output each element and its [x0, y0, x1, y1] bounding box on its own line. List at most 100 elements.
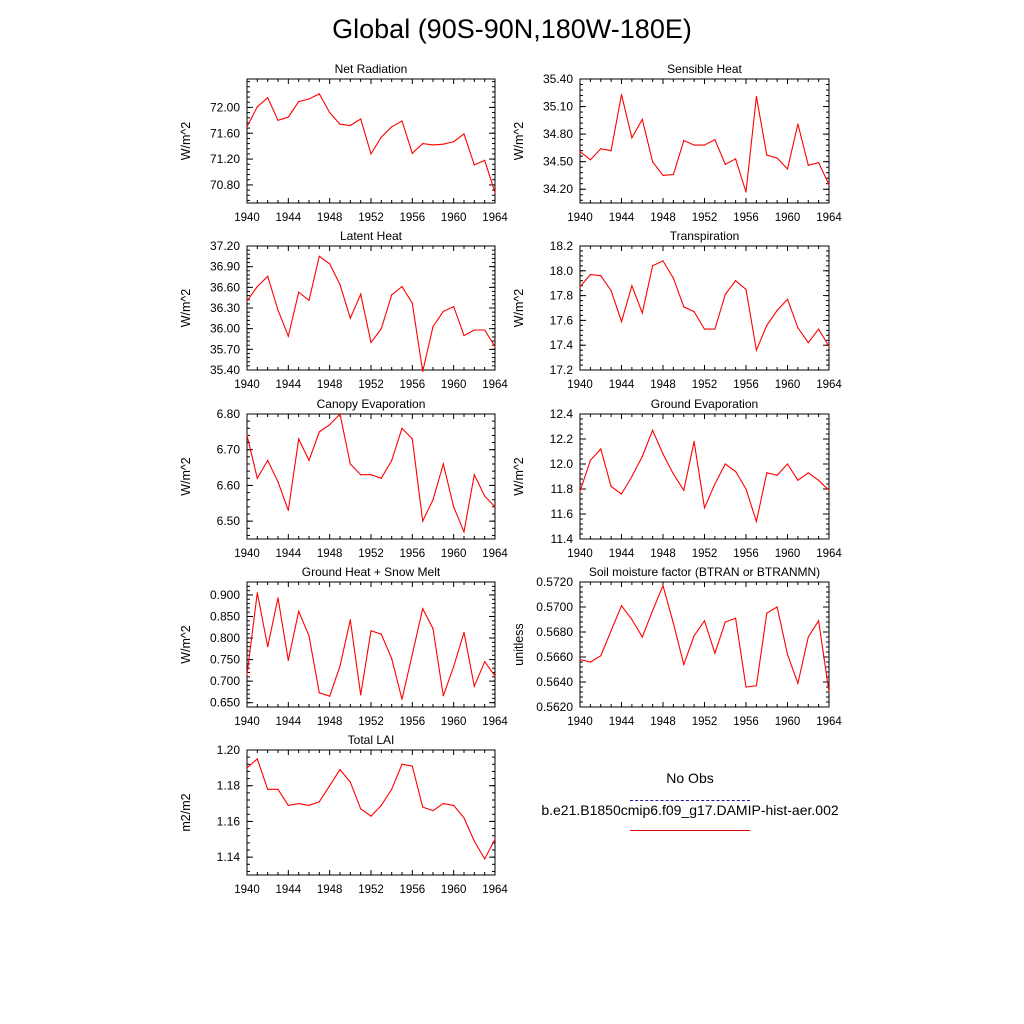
data-point [256, 106, 258, 108]
data-point [818, 328, 820, 330]
x-tick-label: 1960 [775, 379, 801, 391]
plot-frame [579, 581, 830, 708]
data-point [766, 612, 768, 614]
data-point [256, 286, 258, 288]
data-point [766, 154, 768, 156]
y-tick-label: 36.30 [210, 301, 240, 315]
data-point [473, 329, 475, 331]
data-point [631, 475, 633, 478]
data-point [724, 463, 726, 465]
data-point [329, 424, 331, 426]
data-point [600, 655, 602, 657]
x-tick-label: 1944 [276, 548, 302, 560]
y-tick-label: 12.2 [550, 432, 574, 446]
x-tick-label: 1964 [482, 548, 508, 560]
y-tick-label: 12.4 [550, 407, 574, 421]
data-point [298, 438, 300, 440]
data-point [745, 488, 747, 490]
data-point [411, 765, 413, 767]
page-title: Global (90S-90N,180W-180E) [332, 14, 692, 44]
data-point [683, 489, 685, 491]
data-point [463, 133, 465, 135]
data-point [277, 119, 279, 121]
y-tick-label: 37.20 [210, 239, 240, 253]
data-point [484, 329, 486, 331]
panel-6: 1940 1944 1948 1952 1956 1960 1964 11.4 11.6 11.8… [512, 397, 842, 560]
data-point [610, 150, 612, 152]
data-point [360, 474, 362, 476]
data-point [641, 118, 643, 120]
series-line [579, 584, 830, 693]
y-tick-label: 0.5640 [536, 675, 573, 689]
data-point [401, 698, 403, 700]
data-point [277, 597, 279, 599]
x-tick-label: 1944 [609, 548, 635, 560]
panel-8: 1940 1944 1948 1952 1956 1960 1964 0.5620 0.5640… [512, 565, 842, 728]
x-tick-label: 1960 [441, 716, 467, 728]
x-tick-label: 1940 [567, 212, 593, 224]
data-point [267, 459, 269, 461]
data-point [641, 312, 643, 314]
data-point [473, 164, 475, 166]
x-tick-label: 1964 [482, 379, 508, 391]
data-point [442, 143, 444, 145]
data-point [349, 619, 351, 621]
data-point [360, 694, 362, 696]
data-point [620, 605, 623, 607]
plot-frame [246, 581, 496, 708]
y-tick-label: 0.5620 [536, 700, 573, 714]
data-point [329, 785, 331, 787]
x-tick-label: 1948 [650, 379, 676, 391]
data-point [652, 429, 654, 431]
y-tick-label: 1.18 [217, 779, 241, 793]
data-point [318, 431, 320, 433]
data-point [724, 293, 726, 295]
x-tick-label: 1940 [567, 548, 593, 560]
data-point [267, 646, 269, 648]
y-tick-label: 0.5660 [536, 650, 573, 664]
y-axis-label: W/m^2 [179, 625, 193, 664]
data-point [797, 123, 799, 125]
data-point [589, 459, 592, 461]
data-point [401, 120, 403, 122]
plot-frame [246, 245, 496, 371]
data-point [600, 448, 602, 450]
data-point [818, 162, 820, 164]
legend-label-model: b.e21.B1850cmip6.f09_g17.DAMIP-hist-aer.… [541, 802, 839, 818]
y-axis-label: W/m^2 [179, 289, 193, 328]
data-point [807, 164, 809, 166]
y-tick-label: 36.60 [210, 280, 240, 294]
data-point [703, 620, 706, 622]
data-point [693, 144, 695, 146]
x-tick-label: 1964 [482, 884, 508, 896]
x-tick-label: 1960 [441, 212, 467, 224]
data-point [318, 255, 320, 257]
data-point [277, 788, 279, 790]
y-tick-label: 35.10 [543, 100, 573, 114]
data-point [432, 326, 434, 328]
data-point [473, 840, 475, 842]
data-point [786, 298, 789, 300]
data-point [370, 341, 372, 343]
x-tick-label: 1956 [733, 379, 759, 391]
data-point [703, 144, 706, 146]
data-point [308, 459, 310, 461]
data-point [755, 95, 758, 98]
data-point [735, 280, 737, 282]
panel-title: Soil moisture factor (BTRAN or BTRANMN) [589, 565, 820, 579]
x-tick-label: 1948 [650, 716, 676, 728]
data-point [411, 302, 413, 304]
data-point [463, 817, 465, 819]
data-point [267, 275, 269, 277]
x-tick-label: 1952 [358, 884, 384, 896]
data-point [494, 506, 496, 508]
x-tick-label: 1964 [482, 212, 508, 224]
data-point [339, 769, 341, 771]
y-tick-label: 6.50 [217, 514, 241, 528]
data-point [818, 479, 820, 481]
panel-title: Total LAI [348, 733, 395, 747]
x-tick-label: 1944 [276, 716, 302, 728]
data-point [339, 413, 341, 415]
x-tick-label: 1960 [441, 548, 467, 560]
y-axis-label: m2/m2 [179, 793, 193, 831]
